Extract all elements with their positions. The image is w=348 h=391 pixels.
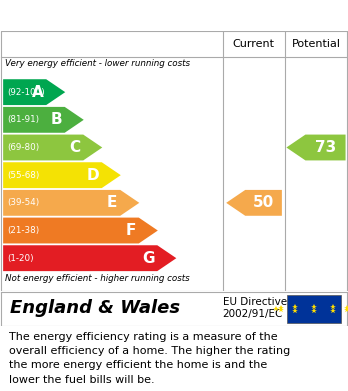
Polygon shape [3,218,158,244]
Polygon shape [3,245,176,271]
Text: (69-80): (69-80) [7,143,40,152]
Polygon shape [3,79,65,105]
Text: (92-100): (92-100) [7,88,45,97]
Text: E: E [107,196,118,210]
Text: A: A [32,85,44,100]
Text: (55-68): (55-68) [7,171,40,180]
FancyBboxPatch shape [287,295,341,323]
Text: Not energy efficient - higher running costs: Not energy efficient - higher running co… [5,274,190,283]
Text: The energy efficiency rating is a measure of the
overall efficiency of a home. T: The energy efficiency rating is a measur… [9,332,290,385]
Text: 73: 73 [315,140,336,155]
Text: England & Wales: England & Wales [10,299,181,317]
Text: Potential: Potential [292,39,340,49]
Text: (39-54): (39-54) [7,198,40,207]
Polygon shape [3,190,139,216]
Text: (21-38): (21-38) [7,226,40,235]
Text: (1-20): (1-20) [7,254,34,263]
Text: 50: 50 [253,196,274,210]
Text: D: D [86,168,99,183]
Text: C: C [69,140,80,155]
Text: (81-91): (81-91) [7,115,39,124]
Text: Energy Efficiency Rating: Energy Efficiency Rating [9,9,219,24]
Text: F: F [126,223,136,238]
Polygon shape [3,162,121,188]
Text: G: G [142,251,155,266]
Text: B: B [50,112,62,127]
Text: Current: Current [233,39,275,49]
Polygon shape [3,135,102,160]
Text: EU Directive
2002/91/EC: EU Directive 2002/91/EC [223,298,287,319]
Polygon shape [226,190,282,216]
Polygon shape [286,135,346,160]
Polygon shape [3,107,84,133]
Text: Very energy efficient - lower running costs: Very energy efficient - lower running co… [5,59,190,68]
